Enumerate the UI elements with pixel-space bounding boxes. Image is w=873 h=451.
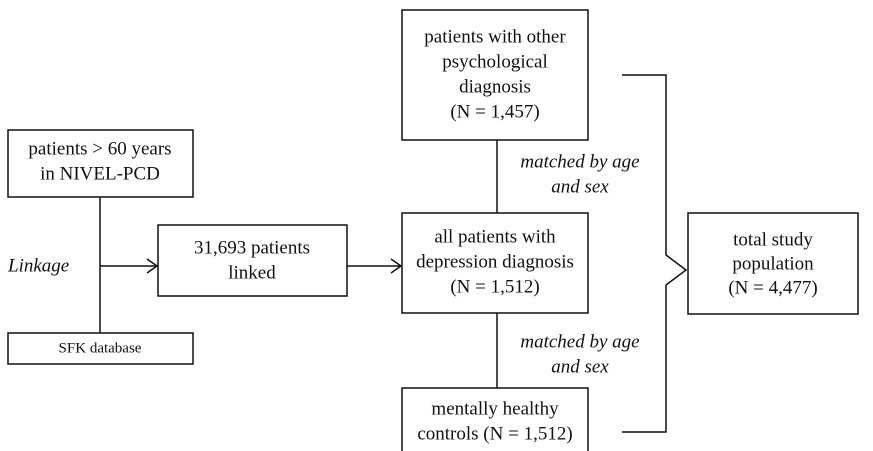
node-text: SFK database <box>59 340 142 356</box>
brace <box>622 74 688 433</box>
node-text: in NIVEL-PCD <box>40 163 160 184</box>
node-text: patients > 60 years <box>28 138 171 159</box>
node-text: total study <box>733 229 813 250</box>
node-text: psychological <box>442 51 548 72</box>
box <box>7 332 194 365</box>
node-text: mentally healthy <box>431 398 559 419</box>
box <box>401 212 589 314</box>
node-text: (N = 1,457) <box>450 101 539 122</box>
node-text: (N = 4,477) <box>728 277 817 298</box>
annotation: Linkage <box>7 255 69 276</box>
node-text: diagnosis <box>459 76 531 97</box>
node-text: controls (N = 1,512) <box>417 423 572 444</box>
node-text: depression diagnosis <box>416 251 574 272</box>
annotation: matched by age <box>520 151 639 172</box>
annotation: matched by age <box>520 331 639 352</box>
node-text: population <box>732 253 814 274</box>
labels: patients > 60 years in NIVEL-PCD SFK datab… <box>7 26 818 444</box>
box <box>157 224 348 297</box>
box <box>401 9 589 141</box>
node-text: all patients with <box>434 226 556 247</box>
node-text: (N = 1,512) <box>450 276 539 297</box>
box <box>401 387 589 451</box>
annotation: and sex <box>551 176 609 197</box>
arrowhead <box>390 258 403 274</box>
node-text: linked <box>228 262 276 283</box>
node-text: patients with other <box>424 26 566 47</box>
box <box>7 129 194 198</box>
annotation: and sex <box>551 356 609 377</box>
box <box>687 212 859 315</box>
arrowhead <box>146 258 159 274</box>
node-text: 31,693 patients <box>194 237 310 258</box>
